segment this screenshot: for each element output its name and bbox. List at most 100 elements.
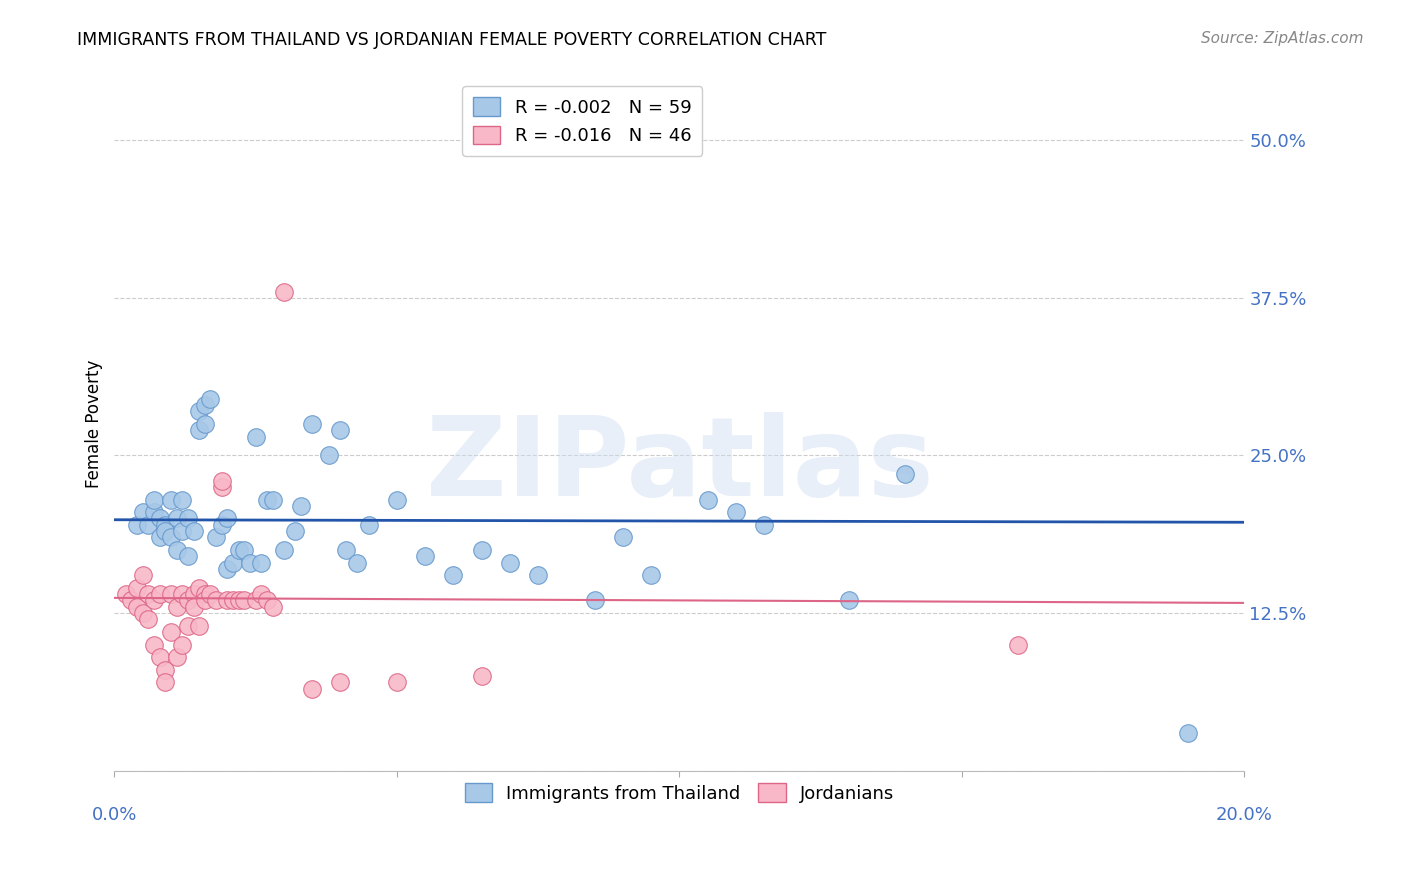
Point xyxy=(172,638,194,652)
Point xyxy=(233,593,256,607)
Point xyxy=(125,517,148,532)
Point xyxy=(131,505,153,519)
Point xyxy=(233,543,256,558)
Text: IMMIGRANTS FROM THAILAND VS JORDANIAN FEMALE POVERTY CORRELATION CHART: IMMIGRANTS FROM THAILAND VS JORDANIAN FE… xyxy=(77,31,827,49)
Point xyxy=(335,543,357,558)
Point xyxy=(188,618,211,632)
Y-axis label: Female Poverty: Female Poverty xyxy=(86,359,103,488)
Point xyxy=(160,492,183,507)
Point xyxy=(228,543,250,558)
Point xyxy=(188,581,211,595)
Point xyxy=(256,593,278,607)
Point xyxy=(205,593,228,607)
Point xyxy=(1007,638,1029,652)
Point xyxy=(155,663,177,677)
Text: 0.0%: 0.0% xyxy=(91,805,138,824)
Point xyxy=(177,511,200,525)
Text: ZIPatlas: ZIPatlas xyxy=(426,412,934,519)
Point xyxy=(262,599,284,614)
Point xyxy=(155,517,177,532)
Point xyxy=(441,568,464,582)
Point xyxy=(172,587,194,601)
Point xyxy=(200,587,222,601)
Point xyxy=(143,638,166,652)
Point xyxy=(143,492,166,507)
Point xyxy=(177,549,200,564)
Point xyxy=(357,517,380,532)
Point xyxy=(177,618,200,632)
Point xyxy=(194,417,217,431)
Point xyxy=(696,492,718,507)
Point xyxy=(329,423,352,437)
Point xyxy=(217,562,239,576)
Point xyxy=(217,511,239,525)
Point xyxy=(143,593,166,607)
Point xyxy=(413,549,436,564)
Point xyxy=(583,593,606,607)
Point xyxy=(222,593,245,607)
Point xyxy=(640,568,662,582)
Point xyxy=(385,675,408,690)
Point xyxy=(194,398,217,412)
Point xyxy=(228,593,250,607)
Point xyxy=(188,404,211,418)
Point xyxy=(273,285,295,299)
Point xyxy=(256,492,278,507)
Point xyxy=(131,606,153,620)
Point xyxy=(329,675,352,690)
Point xyxy=(149,650,172,665)
Point xyxy=(155,524,177,538)
Point xyxy=(149,587,172,601)
Point xyxy=(136,612,159,626)
Point xyxy=(166,650,188,665)
Point xyxy=(194,593,217,607)
Point xyxy=(172,524,194,538)
Point xyxy=(245,593,267,607)
Point xyxy=(160,587,183,601)
Point xyxy=(250,587,273,601)
Point xyxy=(217,593,239,607)
Point xyxy=(125,599,148,614)
Point xyxy=(724,505,747,519)
Point xyxy=(177,593,200,607)
Point xyxy=(125,581,148,595)
Point xyxy=(262,492,284,507)
Point xyxy=(284,524,307,538)
Point xyxy=(301,681,323,696)
Point xyxy=(155,675,177,690)
Point xyxy=(894,467,917,482)
Point xyxy=(612,530,634,544)
Point xyxy=(318,449,340,463)
Point xyxy=(1177,725,1199,739)
Point xyxy=(250,556,273,570)
Point xyxy=(131,568,153,582)
Point xyxy=(149,511,172,525)
Point xyxy=(188,423,211,437)
Point xyxy=(290,499,312,513)
Text: 20.0%: 20.0% xyxy=(1216,805,1272,824)
Point xyxy=(471,543,494,558)
Point xyxy=(136,517,159,532)
Point xyxy=(245,429,267,443)
Point xyxy=(143,505,166,519)
Point xyxy=(301,417,323,431)
Point xyxy=(200,392,222,406)
Point xyxy=(183,524,205,538)
Point xyxy=(194,587,217,601)
Point xyxy=(114,587,136,601)
Point xyxy=(149,530,172,544)
Point xyxy=(172,492,194,507)
Point xyxy=(136,587,159,601)
Legend: Immigrants from Thailand, Jordanians: Immigrants from Thailand, Jordanians xyxy=(457,776,901,810)
Point xyxy=(346,556,368,570)
Point xyxy=(183,587,205,601)
Point xyxy=(222,556,245,570)
Point xyxy=(211,480,233,494)
Point xyxy=(471,669,494,683)
Point xyxy=(183,599,205,614)
Point xyxy=(160,624,183,639)
Point xyxy=(120,593,142,607)
Point xyxy=(499,556,522,570)
Point xyxy=(211,474,233,488)
Point xyxy=(752,517,775,532)
